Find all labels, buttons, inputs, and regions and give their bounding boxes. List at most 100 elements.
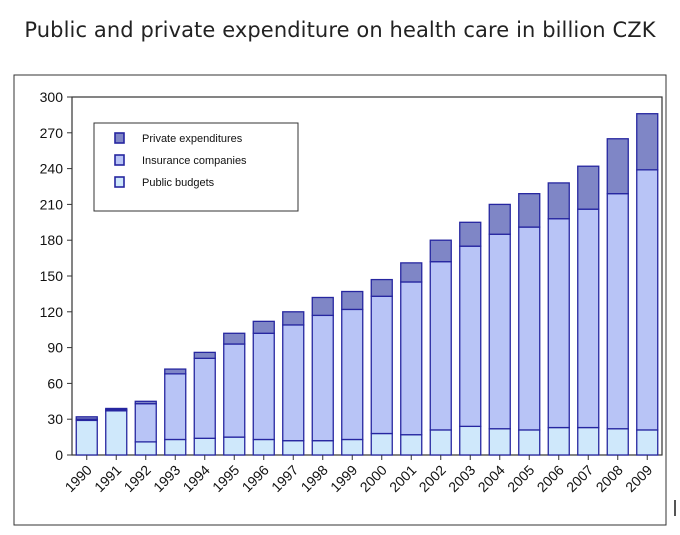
x-tick-label: 1993 xyxy=(150,462,183,495)
y-tick-label: 30 xyxy=(47,411,63,427)
bar-private-expenditures xyxy=(252,320,275,334)
bar-private-expenditures xyxy=(636,113,659,171)
y-tick-label: 210 xyxy=(40,196,64,212)
bar-public-budgets xyxy=(311,440,334,456)
x-tick-label: 2009 xyxy=(622,462,655,495)
legend-item-insurance-swatch xyxy=(114,154,125,166)
bar-public-budgets xyxy=(459,425,482,456)
x-tick-label: 2003 xyxy=(445,462,478,495)
x-tick-label: 1991 xyxy=(91,462,124,495)
bar-insurance-companies xyxy=(341,308,364,441)
bar-insurance-companies xyxy=(252,332,275,441)
bar-insurance-companies xyxy=(223,343,246,438)
bar-private-expenditures xyxy=(282,311,305,326)
bar-private-expenditures xyxy=(459,221,482,247)
bar-insurance-companies xyxy=(164,373,187,441)
x-tick-label: 1999 xyxy=(327,462,360,495)
bar-public-budgets xyxy=(164,438,187,456)
x-tick-label: 2002 xyxy=(416,462,449,495)
legend xyxy=(93,122,299,212)
bar-private-expenditures xyxy=(370,278,393,297)
bar-insurance-companies xyxy=(518,226,541,431)
bar-public-budgets xyxy=(134,441,157,456)
y-tick-label: 240 xyxy=(40,161,64,177)
bar-public-budgets xyxy=(400,434,423,456)
chart-title: Public and private expenditure on health… xyxy=(24,18,656,42)
bar-private-expenditures xyxy=(606,138,629,195)
bar-insurance-companies xyxy=(311,314,334,442)
x-tick-label: 2000 xyxy=(357,462,390,495)
x-tick-label: 1995 xyxy=(209,462,242,495)
bar-private-expenditures xyxy=(75,416,98,420)
x-tick-label: 2004 xyxy=(475,462,508,495)
bar-insurance-companies xyxy=(547,218,570,429)
y-tick-label: 60 xyxy=(47,375,63,391)
legend-item-private-label: Private expenditures xyxy=(142,133,243,145)
x-tick-label: 2008 xyxy=(593,462,626,495)
bar-insurance-companies xyxy=(429,261,452,431)
bar-insurance-companies xyxy=(459,245,482,428)
bar-public-budgets xyxy=(282,440,305,456)
bar-private-expenditures xyxy=(134,400,157,405)
bar-insurance-companies xyxy=(134,403,157,443)
bar-public-budgets xyxy=(429,429,452,456)
bar-public-budgets xyxy=(193,437,216,456)
bar-private-expenditures xyxy=(164,368,187,375)
y-tick-label: 120 xyxy=(40,304,64,320)
legend-item-insurance-label: Insurance companies xyxy=(142,155,247,167)
x-tick-label: 2005 xyxy=(504,462,537,495)
y-tick-label: 270 xyxy=(40,125,64,141)
bar-private-expenditures xyxy=(429,239,452,263)
x-tick-label: 2007 xyxy=(563,462,596,495)
legend-item-public-swatch xyxy=(114,176,125,188)
bar-public-budgets xyxy=(341,438,364,456)
bar-private-expenditures xyxy=(223,332,246,345)
chart-frame xyxy=(13,74,667,526)
bar-public-budgets xyxy=(606,428,629,456)
bar-private-expenditures xyxy=(341,290,364,311)
bar-public-budgets xyxy=(488,428,511,456)
legend-item-public-label: Public budgets xyxy=(142,177,215,189)
bar-private-expenditures xyxy=(400,262,423,283)
y-tick-label: 180 xyxy=(40,232,64,248)
bar-insurance-companies xyxy=(282,324,305,442)
bar-insurance-companies xyxy=(577,208,600,429)
bar-public-budgets xyxy=(518,429,541,456)
bar-public-budgets xyxy=(370,432,393,456)
bar-insurance-companies xyxy=(606,193,629,430)
bar-public-budgets xyxy=(547,426,570,456)
x-tick-label: 1996 xyxy=(239,462,272,495)
bar-private-expenditures xyxy=(577,165,600,210)
y-tick-label: 0 xyxy=(55,447,63,463)
bar-private-expenditures xyxy=(488,203,511,235)
bar-private-expenditures xyxy=(518,193,541,228)
y-tick-label: 150 xyxy=(40,268,64,284)
bar-insurance-companies xyxy=(636,169,659,431)
x-tick-label: 1998 xyxy=(298,462,331,495)
x-tick-label: 1994 xyxy=(180,462,213,495)
bar-public-budgets xyxy=(577,426,600,456)
bar-insurance-companies xyxy=(193,357,216,439)
bar-public-budgets xyxy=(105,410,128,456)
bar-private-expenditures xyxy=(547,182,570,220)
x-tick-label: 1990 xyxy=(62,462,95,495)
x-tick-label: 1992 xyxy=(121,462,154,495)
x-tick-label: 2001 xyxy=(386,462,419,495)
bar-public-budgets xyxy=(75,419,98,456)
bar-insurance-companies xyxy=(370,295,393,435)
bar-private-expenditures xyxy=(105,407,128,411)
x-tick-label: 1997 xyxy=(268,462,301,495)
bar-public-budgets xyxy=(223,436,246,456)
y-tick-label: 300 xyxy=(40,89,64,105)
y-tick-label: 90 xyxy=(47,340,63,356)
page-edge-mark xyxy=(674,500,676,516)
bar-public-budgets xyxy=(252,438,275,456)
bar-insurance-companies xyxy=(488,233,511,430)
bar-private-expenditures xyxy=(311,296,334,317)
bar-public-budgets xyxy=(636,429,659,456)
legend-item-private-swatch xyxy=(114,132,125,144)
x-tick-label: 2006 xyxy=(534,462,567,495)
bar-insurance-companies xyxy=(400,281,423,436)
bar-private-expenditures xyxy=(193,351,216,359)
